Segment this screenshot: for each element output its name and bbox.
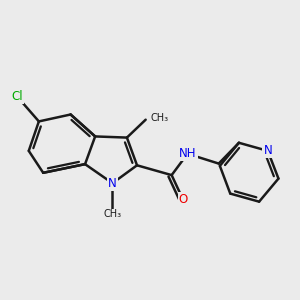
Text: O: O — [178, 194, 188, 206]
Text: CH₃: CH₃ — [103, 209, 122, 219]
Text: CH₃: CH₃ — [151, 113, 169, 123]
Text: N: N — [108, 177, 117, 190]
Text: Cl: Cl — [11, 90, 23, 103]
Text: NH: NH — [179, 147, 197, 160]
Text: N: N — [263, 144, 272, 158]
